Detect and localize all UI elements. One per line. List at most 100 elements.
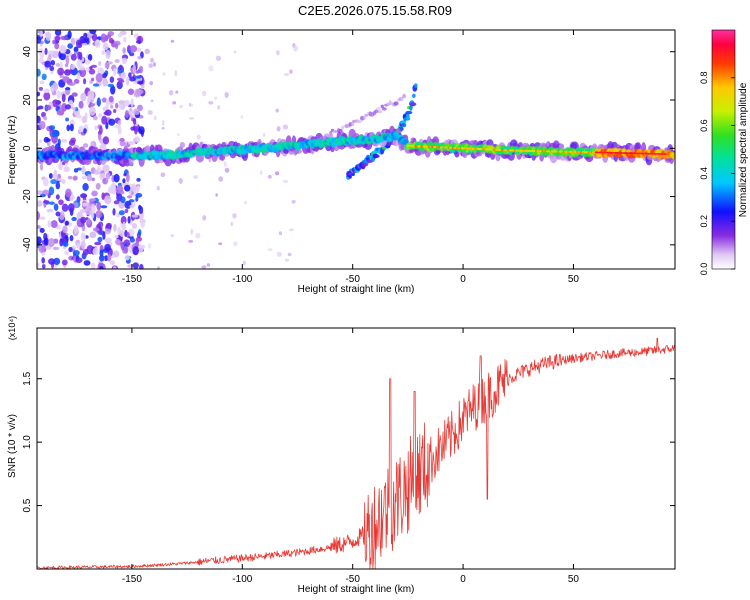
noise-speckle: [65, 117, 69, 122]
noise-speckle: [103, 111, 110, 116]
band-core-blob: [672, 153, 675, 159]
noise-speckle: [125, 172, 130, 183]
band-peak-blob: [666, 153, 669, 156]
noise-speckle: [38, 243, 46, 253]
noise-speckle: [55, 224, 61, 230]
noise-speckle: [41, 61, 45, 65]
diagonal-feature-blob: [401, 123, 407, 128]
noise-speckle: [177, 133, 180, 137]
snr-x-label: Height of straight line (km): [298, 584, 415, 595]
noise-speckle: [283, 72, 290, 77]
noise-speckle: [156, 266, 160, 269]
noise-speckle: [76, 59, 82, 68]
noise-speckle: [276, 251, 282, 257]
noise-speckle: [38, 139, 42, 144]
noise-speckle: [131, 222, 138, 229]
noise-speckle: [76, 72, 81, 81]
noise-speckle: [55, 211, 61, 217]
noise-speckle: [135, 237, 140, 244]
noise-speckle: [61, 259, 68, 266]
noise-speckle: [48, 172, 53, 179]
noise-speckle: [62, 225, 68, 234]
noise-speckle: [67, 175, 73, 180]
noise-speckle: [136, 185, 140, 193]
noise-speckle: [37, 106, 41, 111]
noise-speckle: [118, 79, 125, 83]
noise-speckle: [124, 110, 129, 118]
noise-speckle: [52, 246, 60, 251]
noise-speckle: [70, 37, 76, 46]
noise-speckle: [102, 177, 109, 185]
noise-speckle: [122, 36, 127, 43]
noise-speckle: [126, 231, 130, 239]
noise-speckle: [55, 194, 60, 200]
noise-speckle: [262, 133, 266, 137]
noise-speckle: [140, 220, 145, 228]
noise-speckle: [289, 69, 293, 74]
noise-speckle: [149, 81, 154, 86]
noise-speckle: [55, 62, 61, 67]
noise-speckle: [113, 109, 117, 114]
noise-speckle: [39, 80, 45, 85]
noise-speckle: [38, 57, 44, 64]
noise-speckle: [75, 39, 83, 49]
x-tick-label: 50: [568, 274, 580, 285]
noise-speckle: [52, 39, 56, 45]
noise-speckle: [69, 123, 74, 132]
noise-speckle: [133, 108, 140, 115]
noise-speckle: [132, 245, 139, 256]
noise-speckle: [116, 81, 123, 90]
y-tick-label: 0: [22, 145, 33, 151]
noise-speckle: [82, 143, 89, 148]
noise-speckle: [259, 170, 263, 176]
noise-speckle: [137, 55, 142, 60]
noise-speckle: [91, 190, 98, 197]
noise-speckle: [129, 204, 135, 209]
noise-speckle: [131, 214, 138, 218]
noise-speckle: [224, 92, 229, 99]
noise-speckle: [64, 250, 70, 256]
noise-speckle: [137, 244, 144, 253]
noise-speckle: [65, 220, 70, 226]
diagonal-feature-halo: [362, 116, 367, 119]
noise-speckle: [170, 234, 174, 238]
noise-speckle: [73, 168, 79, 173]
noise-speckle: [135, 40, 142, 44]
noise-speckle: [37, 262, 40, 268]
noise-speckle: [218, 242, 223, 246]
noise-speckle: [174, 70, 178, 77]
diagonal-feature-blob: [409, 105, 413, 111]
noise-speckle: [190, 228, 194, 235]
noise-speckle: [86, 98, 91, 106]
noise-speckle: [123, 101, 130, 107]
noise-speckle: [195, 232, 201, 239]
noise-speckle: [55, 181, 61, 190]
spectrogram-x-ticks: -150 -100 -50 0 50: [122, 30, 580, 285]
noise-speckle: [102, 78, 109, 87]
noise-speckle: [110, 183, 116, 190]
noise-speckle: [105, 34, 112, 39]
noise-speckle: [78, 100, 84, 109]
noise-speckle: [293, 45, 298, 52]
noise-speckle: [120, 216, 127, 225]
noise-speckle: [64, 63, 69, 68]
noise-speckle: [102, 136, 110, 145]
noise-speckle: [267, 248, 273, 252]
noise-speckle: [161, 126, 165, 130]
noise-speckle: [110, 104, 114, 109]
noise-speckle: [148, 63, 154, 68]
noise-speckle: [117, 120, 122, 126]
noise-speckle: [140, 84, 145, 89]
noise-speckle: [108, 118, 116, 126]
noise-speckle: [83, 260, 91, 266]
noise-speckle: [82, 175, 87, 180]
noise-speckle: [112, 266, 117, 269]
noise-speckle: [105, 49, 111, 59]
noise-speckle: [114, 238, 121, 245]
noise-speckle: [104, 61, 110, 69]
noise-speckle: [83, 78, 87, 85]
noise-speckle: [70, 64, 76, 70]
noise-speckle: [68, 246, 73, 253]
noise-speckle: [37, 115, 41, 124]
